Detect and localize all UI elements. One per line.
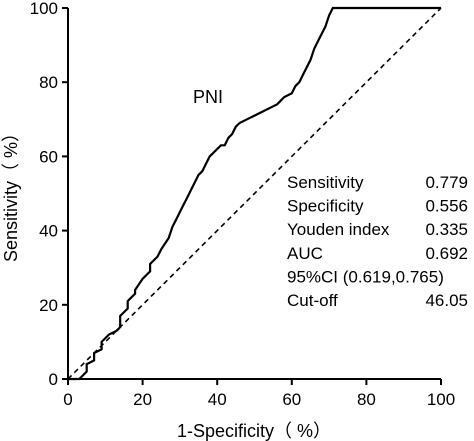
x-tick-label: 0 xyxy=(63,390,72,409)
reference-diagonal-line xyxy=(67,7,442,380)
y-tick-label: 80 xyxy=(39,73,58,92)
ticks: 0 20 40 60 80 100 0 20 40 60 80 100 xyxy=(30,0,456,409)
y-tick-label: 40 xyxy=(39,222,58,241)
series-label-pni: PNI xyxy=(193,87,223,107)
axes xyxy=(67,8,441,380)
plot-lines xyxy=(67,6,442,381)
x-tick-label: 100 xyxy=(427,390,455,409)
x-tick-label: 40 xyxy=(208,390,227,409)
stat-value: 0.556 xyxy=(425,197,468,216)
stat-label: Cut-off xyxy=(287,291,338,310)
stat-value: 46.05 xyxy=(425,291,468,310)
x-tick-label: 20 xyxy=(133,390,152,409)
x-axis-title: 1-Specificity（ %） xyxy=(177,421,331,441)
y-tick-label: 20 xyxy=(39,296,58,315)
stat-value: 0.692 xyxy=(425,244,468,263)
stat-label: 95%CI (0.619,0.765) xyxy=(287,267,444,286)
stat-value: 0.335 xyxy=(425,220,468,239)
y-tick-label: 60 xyxy=(39,147,58,166)
series-line-pni xyxy=(68,6,441,381)
stat-label: Youden index xyxy=(287,220,390,239)
y-tick-label: 0 xyxy=(49,370,58,389)
stat-label: Specificity xyxy=(287,197,364,216)
stat-label: AUC xyxy=(287,244,323,263)
stats-panel: Sensitivity 0.779 Specificity 0.556 Youden i… xyxy=(287,173,468,310)
x-tick-label: 80 xyxy=(357,390,376,409)
y-axis-title: Sensitivity（ %） xyxy=(1,124,21,262)
stat-label: Sensitivity xyxy=(287,173,364,192)
y-tick-label: 100 xyxy=(30,0,58,18)
stat-value: 0.779 xyxy=(425,173,468,192)
x-tick-label: 60 xyxy=(282,390,301,409)
